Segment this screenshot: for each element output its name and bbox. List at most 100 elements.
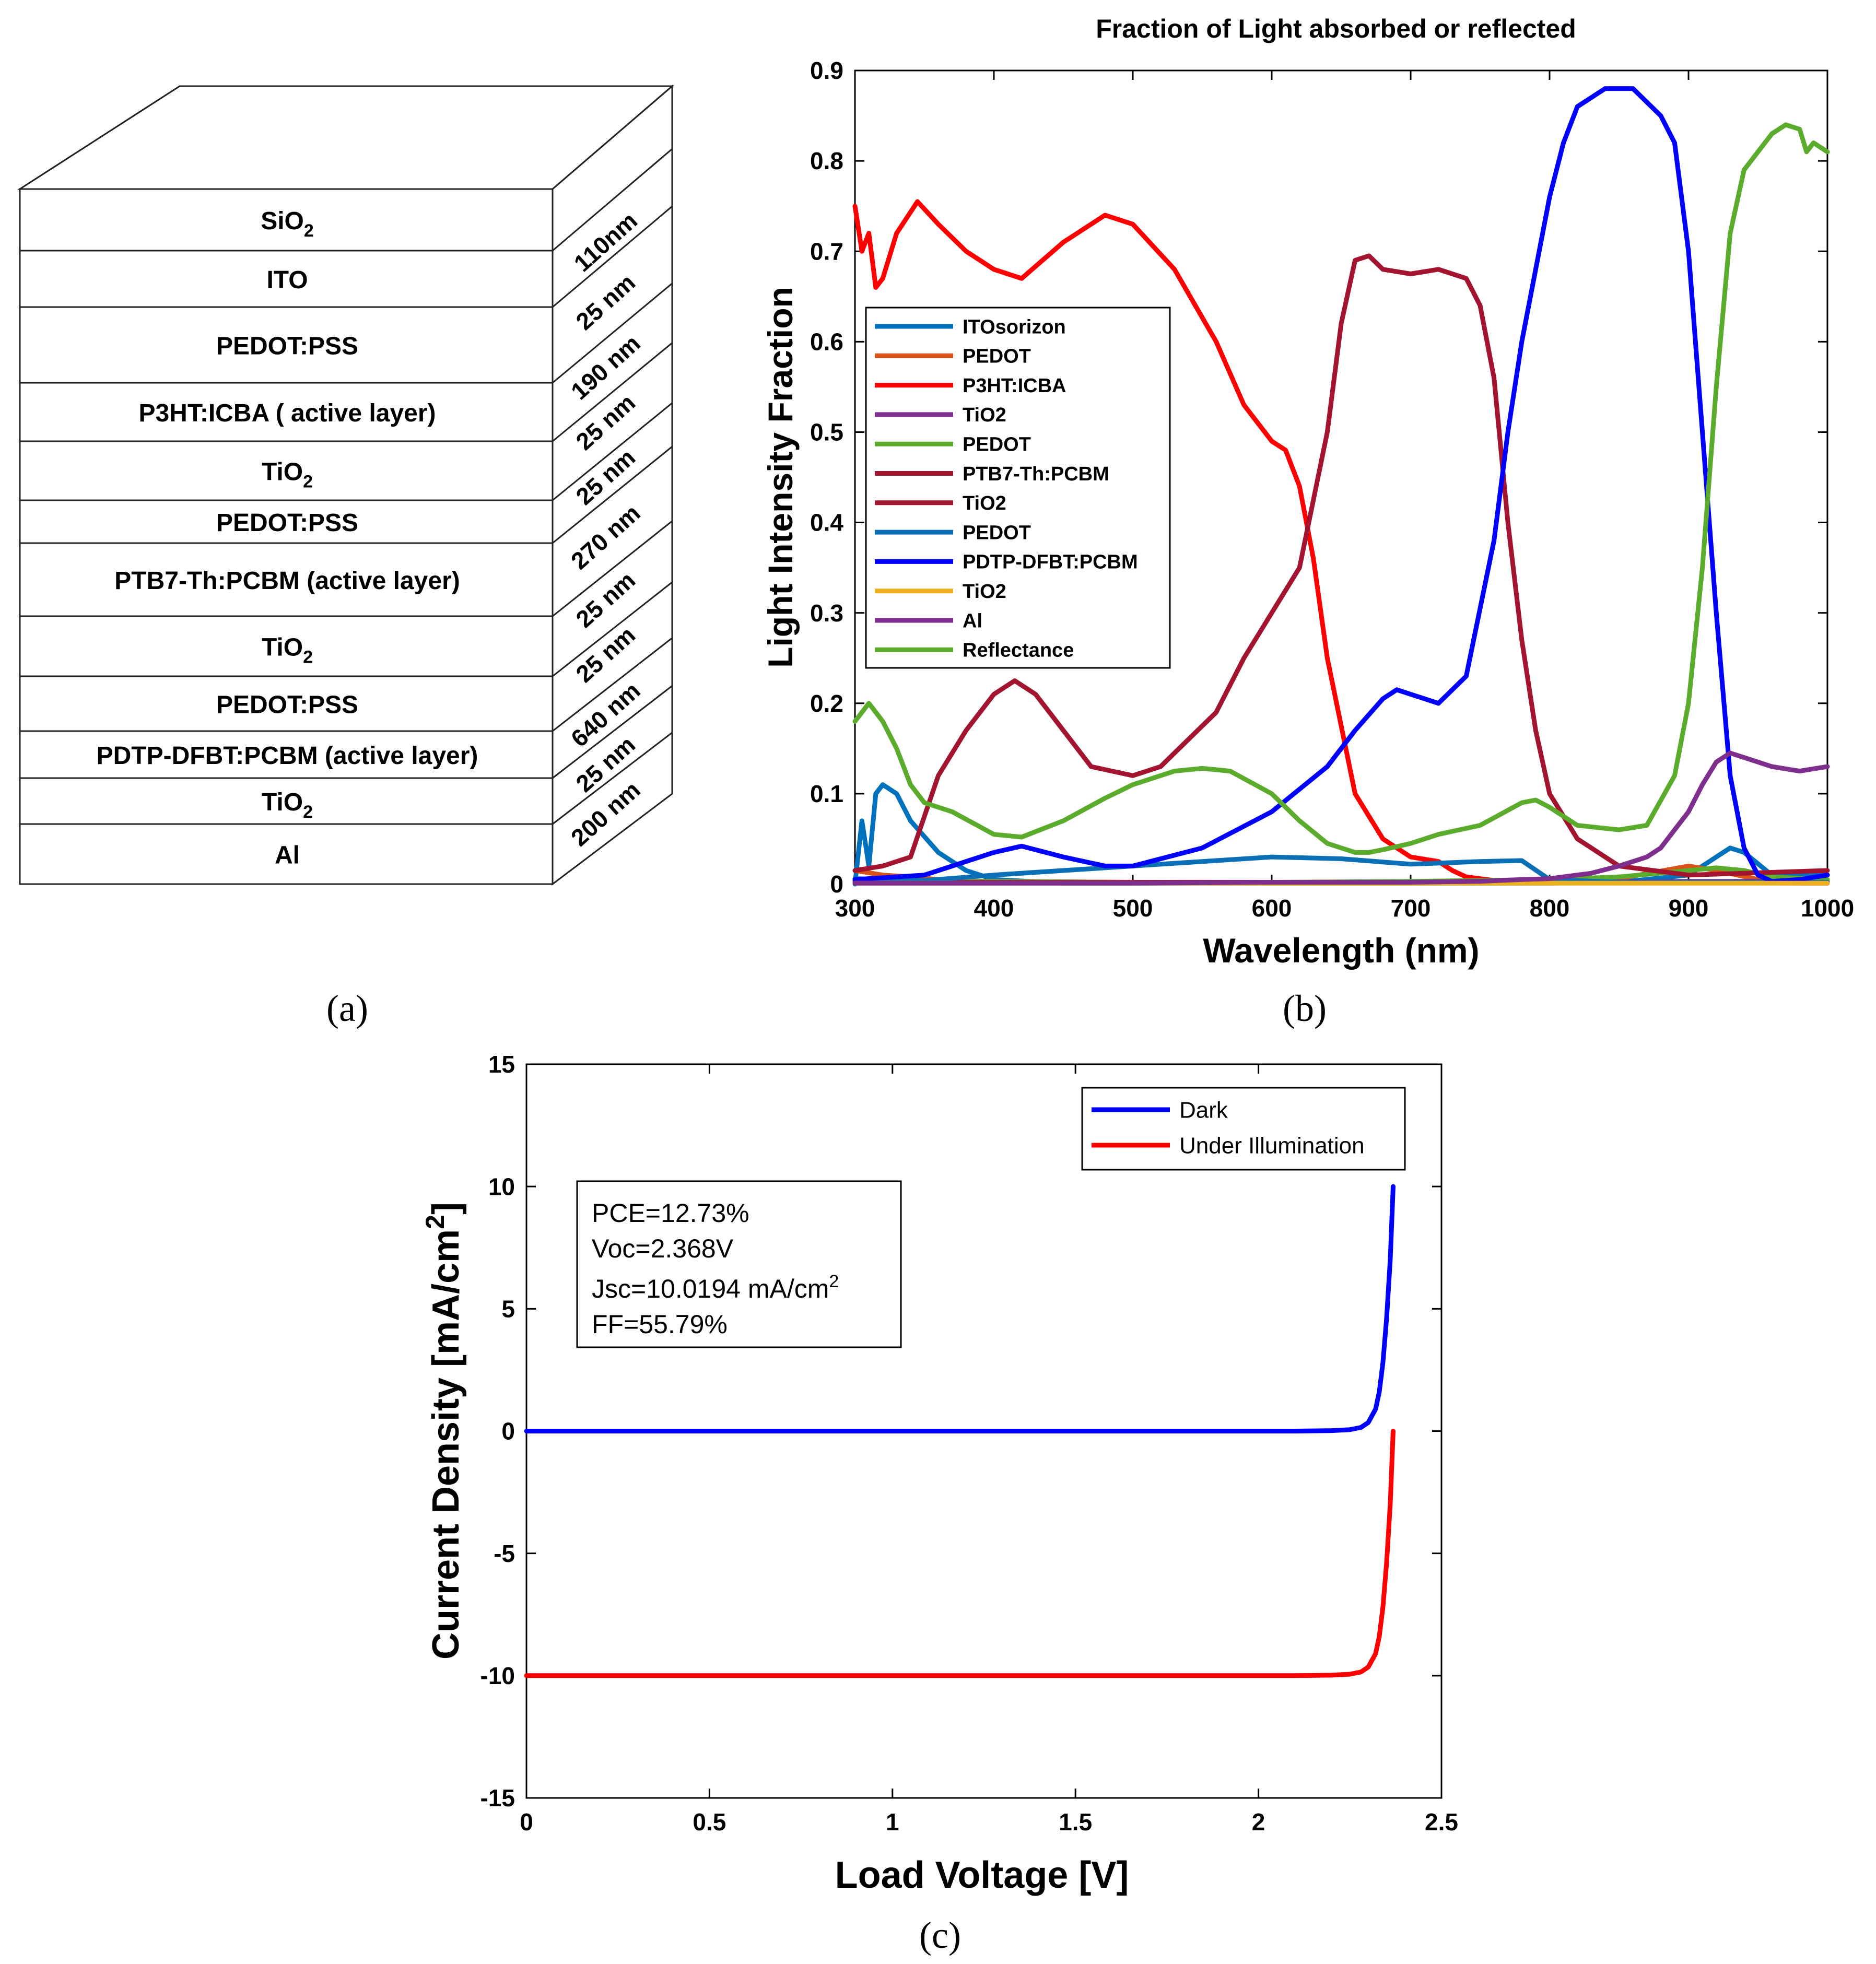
x-tick-label: 400	[974, 895, 1014, 922]
y-tick-label: 0.2	[810, 690, 843, 717]
x-tick-label: 700	[1391, 895, 1431, 922]
x-tick-label: 1	[886, 1808, 899, 1836]
series-line	[852, 86, 1830, 884]
layer-label-sub: 2	[303, 802, 313, 822]
y-tick-label: 5	[501, 1295, 515, 1322]
layer-label-text: SiO	[261, 207, 304, 235]
layer-label-text: PEDOT:PSS	[216, 333, 358, 360]
layer-label: ITO	[266, 266, 308, 294]
chart-c-xlabel: Load Voltage [V]	[835, 1854, 1129, 1896]
annotation-pce: PCE=12.73%	[592, 1198, 749, 1228]
layer-label-text: P3HT:ICBA ( active layer)	[138, 399, 436, 427]
legend-label: TiO2	[963, 581, 1006, 603]
legend-label: Under Illumination	[1179, 1133, 1365, 1158]
layer-divider-side	[552, 205, 673, 308]
chart-c-ylabel-sup: 2	[420, 1215, 450, 1229]
y-tick-label: 0.5	[810, 419, 843, 446]
y-tick-label: -5	[494, 1540, 515, 1567]
y-tick-label: 0.8	[810, 147, 843, 174]
layer-label: P3HT:ICBA ( active layer)	[138, 399, 436, 427]
x-tick-label: 2	[1252, 1808, 1265, 1836]
absorption-chart: Fraction of Light absorbed or reflected …	[761, 14, 1854, 970]
series-line	[524, 1184, 1396, 1433]
y-tick-label: 10	[488, 1173, 515, 1200]
layer-label-sub: 2	[303, 472, 313, 492]
series-line	[852, 253, 1830, 878]
legend-label: Reflectance	[963, 640, 1074, 662]
chart-c-ylabel-end: ]	[425, 1202, 467, 1215]
annotation-ff: FF=55.79%	[592, 1310, 728, 1339]
chart-b-xlabel: Wavelength (nm)	[1203, 931, 1479, 970]
stack-front-face	[19, 188, 554, 885]
series-line	[524, 1429, 1396, 1678]
layer-divider-side	[552, 402, 673, 501]
legend-label: PEDOT	[963, 346, 1031, 368]
legend-label: PEDOT	[963, 434, 1031, 456]
legend-label: Al	[963, 610, 982, 632]
panel-label-c: (c)	[919, 1914, 961, 1956]
x-tick-label: 0.5	[693, 1808, 726, 1836]
layer-label: PTB7-Th:PCBM (active layer)	[114, 567, 460, 595]
chart-c-ylabel: Current Density [mA/cm2]	[420, 1202, 467, 1660]
annotation-box	[576, 1180, 902, 1348]
x-tick-label: 900	[1669, 895, 1709, 922]
y-tick-label: 0.4	[810, 509, 843, 536]
layer-label-text: PEDOT:PSS	[216, 509, 358, 537]
y-tick-label: -15	[480, 1784, 515, 1812]
layer-divider-side	[552, 637, 673, 732]
chart-c-legend: Dark Under Illumination	[1081, 1087, 1406, 1171]
series-line	[852, 122, 1830, 855]
y-tick-label: 0.9	[810, 57, 843, 84]
layer-label: PEDOT:PSS	[216, 333, 358, 360]
legend-label: PDTP-DFBT:PCBM	[963, 551, 1138, 573]
y-tick-label: 0.6	[810, 328, 843, 355]
layer-divider-side	[552, 732, 673, 825]
chart-b-ylabel: Light Intensity Fraction	[761, 287, 800, 668]
legend-label: P3HT:ICBA	[963, 375, 1066, 397]
layer-label-text: PEDOT:PSS	[216, 691, 358, 719]
layer-divider-side	[552, 283, 673, 384]
legend-label: ITOsorizon	[963, 316, 1066, 338]
layer-label-sub: 2	[303, 648, 313, 667]
layer-label-text: PTB7-Th:PCBM (active layer)	[114, 567, 460, 595]
layer-label-text: TiO	[262, 789, 303, 816]
layer-label-text: TiO	[262, 458, 303, 486]
layer-label-text: PDTP-DFBT:PCBM (active layer)	[97, 742, 478, 770]
series-line	[852, 750, 1830, 886]
layer-label: PEDOT:PSS	[216, 691, 358, 719]
x-tick-label: 800	[1530, 895, 1570, 922]
annotation-jsc-main: Jsc=10.0194 mA/cm	[592, 1274, 829, 1303]
y-tick-label: 0.7	[810, 238, 843, 265]
panel-label-a: (a)	[326, 987, 368, 1029]
chart-b-legend: ITOsorizon PEDOT P3HT:ICBA TiO2 PEDOT PTB7-Th…	[865, 307, 1171, 669]
layer-divider-side	[552, 520, 673, 617]
x-tick-label: 1000	[1801, 895, 1854, 922]
annotation-jsc-sup: 2	[829, 1272, 839, 1291]
layer-label-text: ITO	[266, 266, 308, 294]
layer-label: SiO2	[261, 207, 314, 241]
layer-label: PEDOT:PSS	[216, 509, 358, 537]
x-tick-label: 300	[835, 895, 875, 922]
legend-label: Dark	[1179, 1097, 1228, 1123]
y-tick-label: 0.3	[810, 599, 843, 627]
x-tick-label: 2.5	[1425, 1808, 1458, 1836]
y-tick-label: 15	[488, 1051, 515, 1078]
layer-label: PDTP-DFBT:PCBM (active layer)	[97, 742, 478, 770]
chart-b-legend-box	[865, 307, 1171, 669]
layer-label-sub: 2	[304, 221, 314, 241]
layer-divider-side	[552, 446, 673, 544]
panel-label-b: (b)	[1283, 987, 1327, 1029]
y-tick-label: 0	[501, 1418, 515, 1445]
legend-label: TiO2	[963, 492, 1006, 514]
x-tick-label: 600	[1252, 895, 1292, 922]
layer-label: TiO2	[262, 789, 313, 822]
x-tick-label: 500	[1113, 895, 1153, 922]
chart-c-ylabel-main: Current Density [mA/cm	[425, 1229, 467, 1660]
layer-divider-side	[552, 685, 673, 779]
y-tick-label: 0.1	[810, 780, 843, 807]
layer-divider-side	[552, 342, 673, 442]
legend-label: TiO2	[963, 404, 1006, 426]
x-tick-label: 0	[520, 1808, 533, 1836]
